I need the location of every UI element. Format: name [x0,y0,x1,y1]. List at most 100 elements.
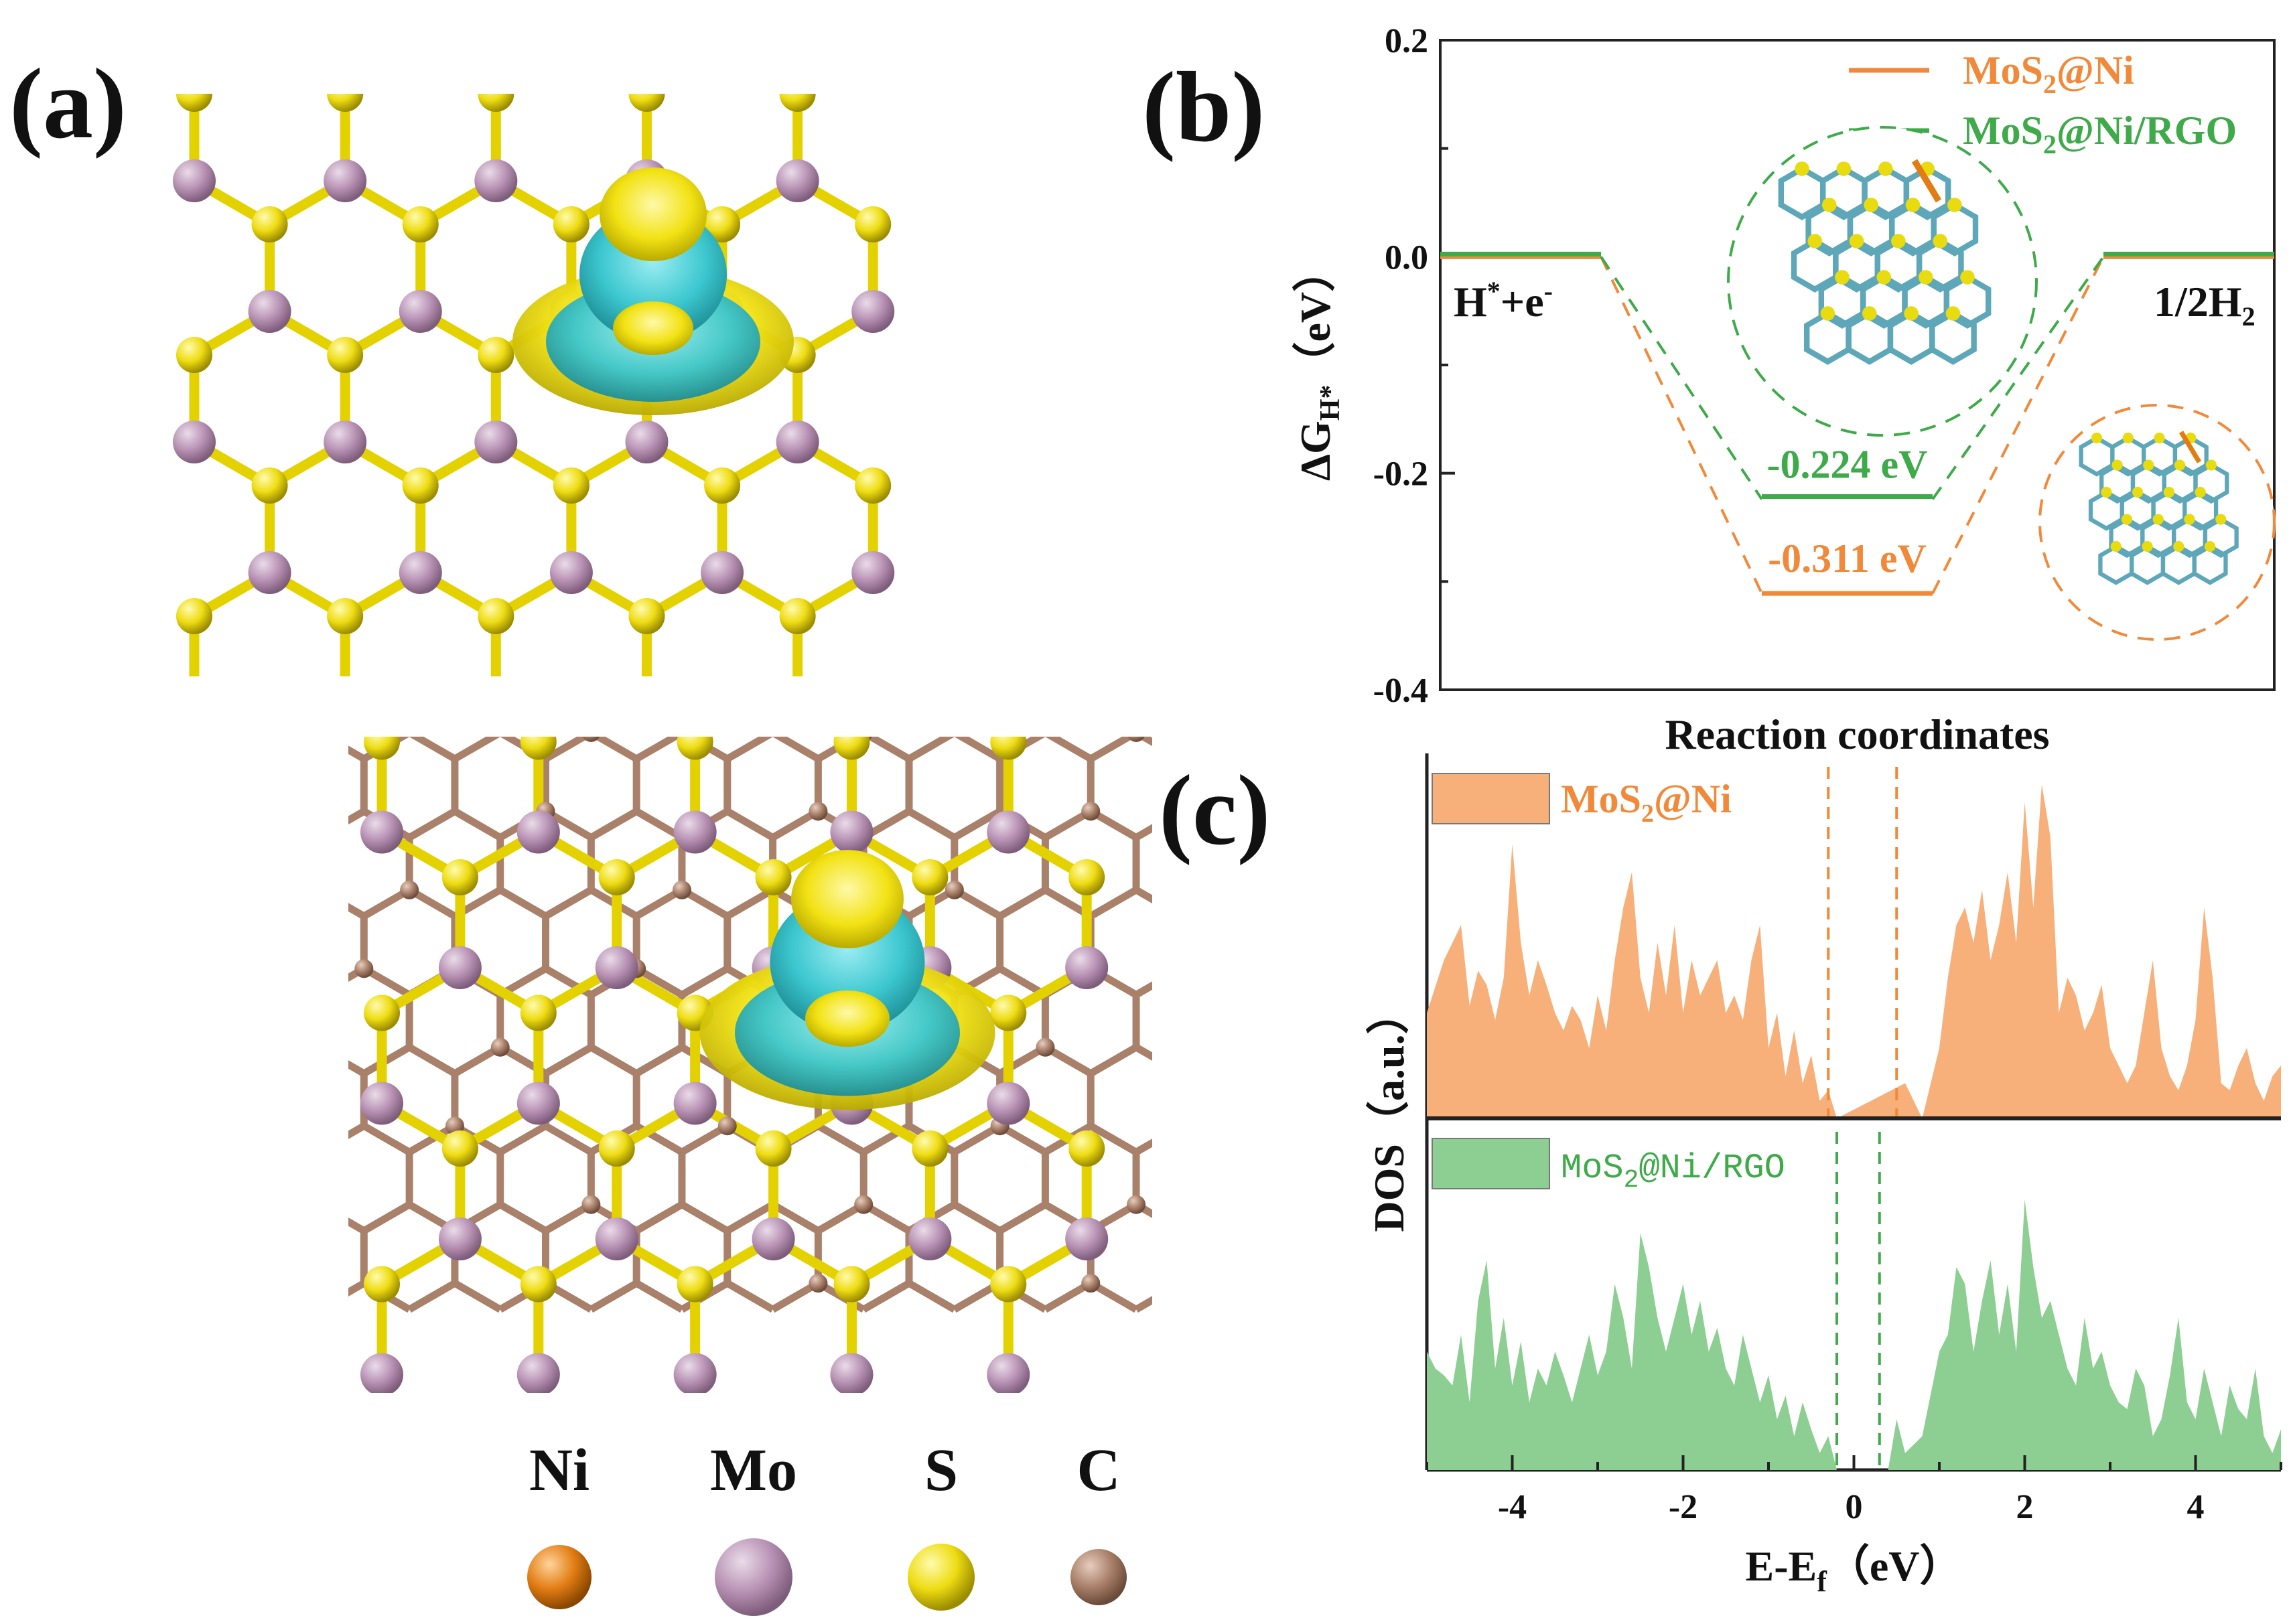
c-bond [589,1280,638,1313]
s-atom [364,994,400,1031]
c-bond [589,1044,638,1077]
mo-atom [173,159,216,202]
c-bond [1043,737,1093,762]
panel-label-a: (a) [9,48,127,159]
structure-inset [2038,404,2276,641]
inset-s-atom [1918,270,1933,285]
inset-s-atom [1876,270,1892,285]
s-atom [478,337,514,373]
carbon-atom [1081,1274,1101,1293]
mo-atom [360,810,403,854]
transition-line [1600,256,1763,594]
inset-s-atom [2142,540,2153,552]
c-bond [953,1201,1002,1234]
carbon-atom [490,1037,510,1057]
c-bond [1227,1283,1273,1309]
inset-hex [1903,165,1951,220]
c-bond [453,737,502,762]
x-axis-title: Reaction coordinates [1665,711,2049,758]
mo-atom [324,421,367,463]
carbon-atom [1354,1274,1373,1293]
inset-s-atom [1933,234,1948,248]
element-label: S [924,1437,958,1503]
y-axis-title-main: DOS [1365,1144,1413,1232]
carbon-atom [1172,959,1191,978]
s-atom [990,1266,1027,1303]
mo-atom [625,682,668,725]
c-bond [1227,1047,1273,1074]
s-atom [251,206,288,242]
inset-s-atom [1821,198,1837,212]
y-tick-label: 0.2 [1385,22,1428,60]
c-bond [1272,890,1318,916]
y-axis-title: ΔGH*（eV） [1292,249,1346,481]
s-atom [833,1266,870,1303]
legend-element-c: C [1070,1437,1127,1605]
inset-s-atom [1960,270,1975,285]
c-bond [1272,1283,1318,1309]
c-bond [770,737,821,762]
c-bond [543,1122,594,1156]
mos2-ni-structure [173,94,895,725]
c-bond [861,737,911,762]
inset-s-atom [1835,270,1850,285]
legend-swatch [1432,1138,1550,1189]
c-bond [1182,890,1227,916]
mo-atom [673,810,717,854]
panel-label-c: (c) [1159,755,1270,866]
inset-s-atom [1947,198,1962,212]
carbon-atom [1308,1038,1327,1057]
mo-atom [673,1353,717,1393]
legend-part: @Ni [2057,48,2134,92]
legend-element-mo: Mo [710,1437,797,1616]
y-axis-title-main: ΔG [1292,421,1339,481]
mo-atom [851,290,895,333]
mo-atom [399,551,442,594]
carbon-atom [854,1195,874,1214]
carbon-atom [1263,1116,1281,1135]
inset-s-atom [2122,432,2134,444]
c-bond [997,1201,1048,1234]
c-bond [273,1047,319,1074]
s-atom [327,598,364,634]
s-atom [833,737,870,760]
mo-atom [830,810,874,854]
carbon-atom [1127,737,1146,742]
c-bond [1134,808,1152,841]
transition-line [1600,256,1763,500]
c-bond [1227,890,1273,916]
inset-hex [2193,462,2229,504]
inset-s-atom [2110,540,2122,552]
c-bond [348,1044,366,1077]
c-bond [498,887,548,919]
mo-atom [248,290,291,333]
c-bond [1318,1047,1363,1074]
c-bond [543,887,594,919]
inset-s-atom [2111,459,2123,471]
legend-label: MoS2@Ni/RGO [1561,1149,1785,1195]
c-bond [680,965,730,999]
inset-ni-bond [2178,431,2202,463]
inset-s-atom [2121,514,2133,525]
carbon-atom [1036,1037,1055,1057]
inset-hex [2192,544,2228,585]
c-bond [907,1280,957,1313]
inset-s-atom [1807,234,1822,248]
inset-s-atom [1836,161,1852,176]
mo-atom [474,159,518,202]
carbon-atom [354,959,374,978]
mo-atom [752,1217,795,1260]
carbon-atom [717,1116,737,1136]
c-bond [1182,968,1227,994]
carbon-atom [1218,881,1237,899]
c-bond [634,1280,684,1313]
mo-atom [987,1082,1030,1125]
mo-atom [595,946,638,989]
c-bond [1318,1205,1363,1231]
mo-atom [324,159,367,202]
c-bond [362,1122,411,1156]
legend-element-ni: Ni [527,1437,592,1609]
s-atom [912,1130,949,1167]
charge-accumulation [805,990,890,1047]
